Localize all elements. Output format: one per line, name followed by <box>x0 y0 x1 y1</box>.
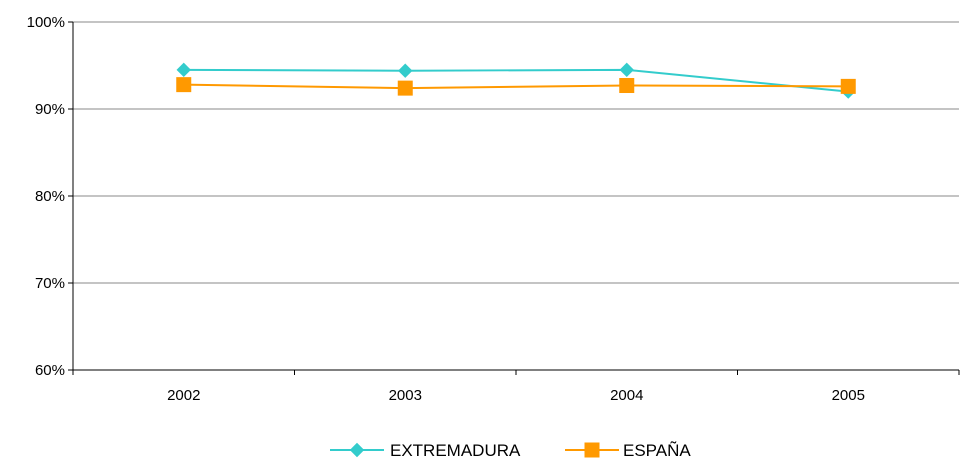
data-point-extremadura-2002 <box>176 62 191 78</box>
legend-label-espa-a: ESPAÑA <box>623 441 691 460</box>
y-tick-label: 80% <box>35 188 65 205</box>
x-tick-label: 2005 <box>832 387 865 404</box>
y-tick-label: 60% <box>35 362 65 379</box>
series-line-espa-a <box>183 83 849 90</box>
legend-marker-espa-a <box>584 442 600 458</box>
series-line-extremadura <box>183 68 849 93</box>
x-tick-label: 2002 <box>167 387 200 404</box>
x-tick-label: 2004 <box>610 387 643 404</box>
y-tick-label: 90% <box>35 101 65 118</box>
data-point-espa-a-2005 <box>840 78 856 94</box>
y-tick-label: 70% <box>35 275 65 292</box>
data-point-extremadura-2004 <box>619 62 634 78</box>
legend-label-extremadura: EXTREMADURA <box>390 441 521 460</box>
data-point-espa-a-2003 <box>397 80 413 96</box>
data-point-espa-a-2004 <box>619 78 635 94</box>
legend-marker-extremadura <box>349 442 365 458</box>
data-point-espa-a-2002 <box>176 77 192 93</box>
x-tick-label: 2003 <box>389 387 422 404</box>
data-point-extremadura-2003 <box>398 63 413 78</box>
y-tick-label: 100% <box>27 14 65 31</box>
